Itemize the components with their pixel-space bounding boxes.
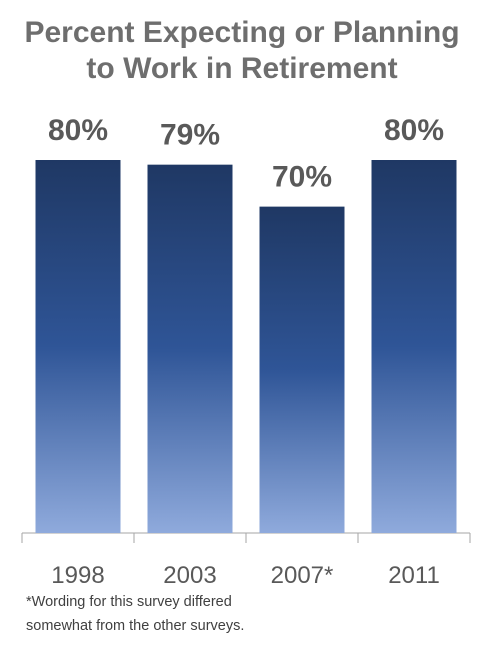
value-label: 79%	[160, 119, 220, 152]
bar	[259, 206, 345, 533]
bar	[371, 160, 457, 533]
value-label: 80%	[384, 114, 444, 147]
x-tick-label: 2011	[388, 562, 440, 589]
chart-title: to Work in Retirement	[86, 52, 397, 85]
x-tick-label: 2007*	[271, 562, 334, 589]
x-tick-label: 1998	[51, 562, 104, 589]
value-label: 70%	[272, 161, 332, 194]
chart-title: Percent Expecting or Planning	[24, 16, 459, 49]
value-label: 80%	[48, 114, 108, 147]
footnote: *Wording for this survey differed	[26, 594, 232, 610]
bar	[147, 164, 233, 533]
footnote: somewhat from the other surveys.	[26, 618, 244, 634]
bar	[35, 160, 121, 533]
x-tick-label: 2003	[163, 562, 216, 589]
